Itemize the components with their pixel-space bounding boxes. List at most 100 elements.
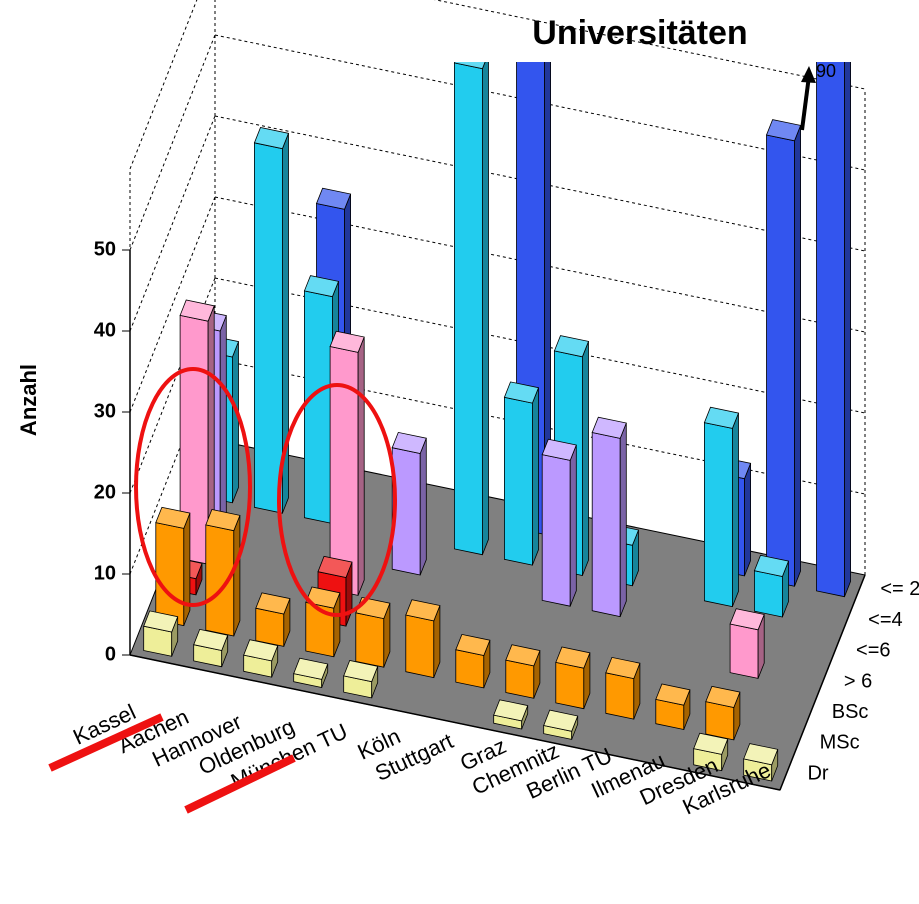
bar-top xyxy=(493,699,529,722)
bar xyxy=(505,644,541,699)
bar-side xyxy=(582,341,589,576)
grid-line xyxy=(129,34,216,251)
bar xyxy=(541,438,577,607)
annotation: 90 xyxy=(816,61,836,81)
annotation-arrowhead xyxy=(801,66,816,83)
bar-front xyxy=(705,701,735,741)
bar-side xyxy=(183,512,191,626)
bars xyxy=(143,62,851,782)
strike-line xyxy=(48,713,164,772)
bar-side xyxy=(419,438,427,576)
y-axis-label: Anzahl xyxy=(16,364,41,436)
bar-top xyxy=(143,610,179,633)
bar-side xyxy=(619,422,627,617)
bar xyxy=(493,699,529,730)
bar-front xyxy=(704,422,733,608)
y-tick-label: 30 xyxy=(94,400,116,422)
wall-edge xyxy=(434,0,866,90)
bar xyxy=(455,633,491,689)
bar-top xyxy=(243,639,279,662)
bar xyxy=(391,431,427,576)
bar-top xyxy=(391,431,427,454)
y-tick-label: 20 xyxy=(94,481,116,503)
bar xyxy=(729,608,765,679)
bar-top xyxy=(405,599,441,622)
depth-label: <=6 xyxy=(856,640,890,662)
annotation-arrow xyxy=(800,75,811,131)
y-tick-label: 10 xyxy=(94,562,116,584)
depth-label: <= 2 xyxy=(880,578,919,600)
bar-side xyxy=(794,125,801,587)
bar-front xyxy=(729,623,759,679)
bar-side xyxy=(481,62,489,555)
bar xyxy=(143,610,179,657)
bar-front xyxy=(754,570,783,618)
bar xyxy=(329,330,365,596)
bar-front xyxy=(591,432,621,618)
bar xyxy=(253,127,290,514)
x-axis xyxy=(129,654,781,791)
bar-top xyxy=(705,685,741,708)
bar-front xyxy=(255,607,285,647)
bar xyxy=(293,657,329,688)
bar xyxy=(343,660,379,699)
bar xyxy=(155,506,191,627)
bar-side xyxy=(732,412,739,607)
chart-title: Universitäten xyxy=(532,14,747,52)
bar-top xyxy=(605,656,641,680)
bar-top xyxy=(555,646,591,669)
bar-top xyxy=(155,506,191,529)
bar xyxy=(355,596,391,668)
bar xyxy=(205,509,241,637)
bar xyxy=(705,685,741,741)
wall-edge xyxy=(129,0,198,170)
bar-top xyxy=(655,683,691,706)
bar-top xyxy=(253,127,290,150)
bar-top xyxy=(543,709,579,732)
bar-top xyxy=(453,62,486,70)
bar xyxy=(543,709,579,740)
bar xyxy=(503,381,540,566)
bar-front xyxy=(605,672,635,720)
bar-front xyxy=(503,396,533,566)
highlights xyxy=(48,367,397,814)
bar-top xyxy=(205,509,241,532)
bar-top xyxy=(693,732,729,755)
bar-top xyxy=(503,381,540,404)
bar-front xyxy=(541,454,571,607)
grid-line xyxy=(129,115,216,332)
bar-top xyxy=(315,187,352,210)
bar-side xyxy=(744,463,751,577)
bar-top xyxy=(293,657,329,680)
bar-top xyxy=(455,633,491,656)
highlight-oval xyxy=(277,383,397,617)
bar-side xyxy=(231,341,239,503)
bar xyxy=(655,683,691,730)
bar-top xyxy=(305,586,341,609)
depth-axis xyxy=(779,574,866,791)
bar xyxy=(765,119,802,587)
depth-label: MSc xyxy=(820,732,860,754)
highlight-oval xyxy=(134,367,252,607)
bar-top xyxy=(505,644,541,667)
bar-top xyxy=(753,554,790,577)
bar-side xyxy=(219,315,227,534)
bar-top xyxy=(193,628,229,651)
bar-side xyxy=(844,62,851,597)
bar xyxy=(753,554,790,618)
bar-top xyxy=(553,335,590,358)
bar-front xyxy=(405,614,435,679)
strike-line xyxy=(184,754,296,814)
depth-label: BSc xyxy=(832,701,869,723)
bar-side xyxy=(532,387,539,566)
bar-top xyxy=(303,275,340,298)
bar-front xyxy=(816,62,845,598)
bar-front xyxy=(155,522,185,627)
bar xyxy=(703,406,740,608)
bar xyxy=(193,628,229,668)
bar-front xyxy=(303,290,333,524)
bar-front xyxy=(766,134,795,587)
bar-top xyxy=(729,608,765,631)
bar xyxy=(243,639,279,678)
y-tick-label: 50 xyxy=(94,238,116,260)
